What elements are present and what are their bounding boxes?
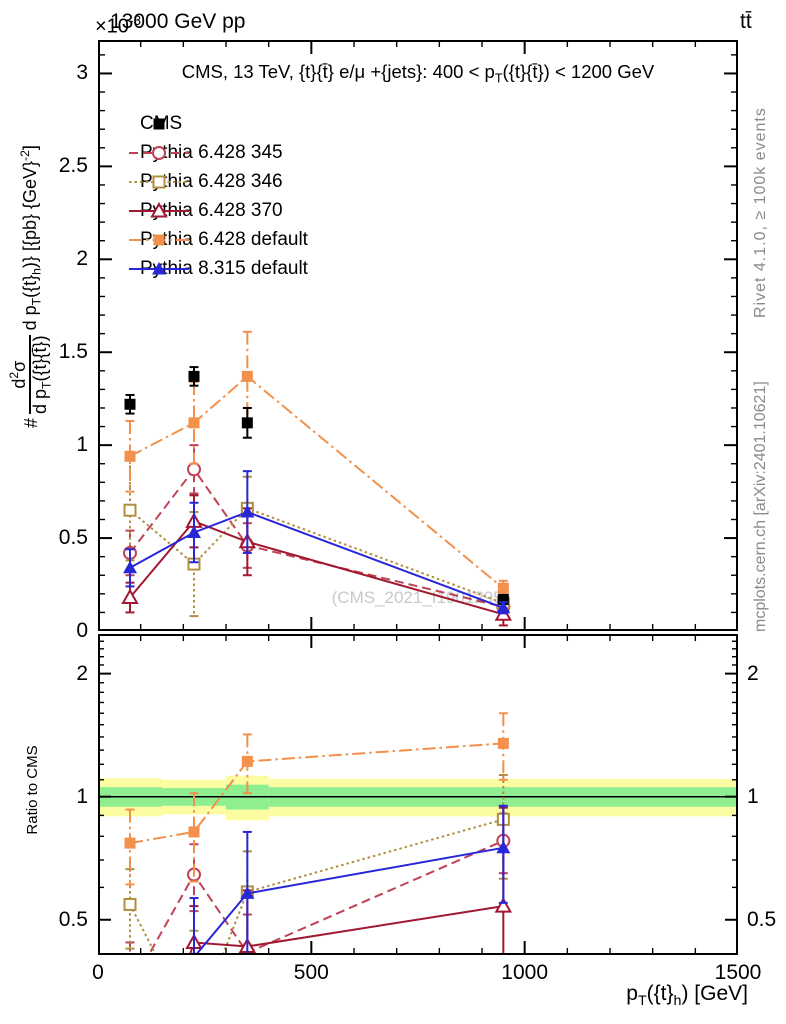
main-y-tick-label: 3 [76,61,88,85]
ratio-plot-area [98,634,738,955]
legend-marker-sample [129,146,189,160]
y-axis-title: # d2σ d pT({t}{t̄}) d pT({t}h)} [{pb} {G… [2,44,60,428]
legend-entry: Pythia 8.315 default [128,259,308,279]
ratio-y-tick-label-right: 2 [747,661,759,685]
beam-energy-label: 13000 GeV pp [110,10,246,33]
x-tick-label: 500 [293,961,329,984]
legend-marker-sample [129,262,189,275]
ratio-y-tick-label-left: 2 [76,661,88,685]
legend-marker-sample [129,201,189,218]
ratio-y-tick-label-left: 0.5 [58,907,88,931]
main-y-tick-label: 1 [76,433,88,457]
legend-label: Pythia 6.428 370 [140,200,283,221]
legend-label: Pythia 6.428 345 [140,142,283,163]
process-label: tt̄ [740,10,752,33]
y-axis-exponent-label: ×10-3 [95,13,142,38]
legend-marker-sample [129,234,189,246]
panel-title: CMS, 13 TeV, {t}{t̄} e/μ +{jets}: 400 < … [181,61,655,86]
legend-entry: Pythia 6.428 default [128,230,308,250]
legend-marker-sample [153,118,165,130]
mcplots-credit-label: mcplots.cern.ch [arXiv:2401.10621] [752,381,769,632]
y-axis-title-prefix: # [20,417,41,428]
ratio-y-tick-label-right: 1 [747,784,759,808]
legend-label: Pythia 6.428 346 [140,171,283,192]
main-plot-area [98,40,738,631]
legend-label: Pythia 8.315 default [140,258,308,279]
x-tick-label: 1000 [501,961,549,984]
x-tick-label: 1500 [714,961,762,984]
main-y-tick-label: 1.5 [58,340,88,364]
ratio-y-tick-label-left: 1 [76,784,88,808]
x-tick-label: 0 [92,961,104,984]
main-y-tick-label: 2.5 [58,154,88,178]
legend-entry: Pythia 6.428 346 [128,172,283,192]
ratio-y-tick-label-right: 0.5 [747,907,777,931]
main-y-tick-label: 0.5 [58,526,88,550]
main-y-tick-label: 2 [76,247,88,271]
legend-marker-sample [129,175,189,189]
main-y-tick-label: 0 [76,619,88,642]
rivet-version-label: Rivet 4.1.0, ≥ 100k events [752,107,769,318]
legend-entry: Pythia 6.428 345 [128,143,283,163]
legend-entry: Pythia 6.428 370 [128,201,283,221]
legend-entry: CMS [128,114,182,134]
x-axis-title: pT({t}h) [GeV] [626,982,748,1010]
legend-label: Pythia 6.428 default [140,229,308,250]
